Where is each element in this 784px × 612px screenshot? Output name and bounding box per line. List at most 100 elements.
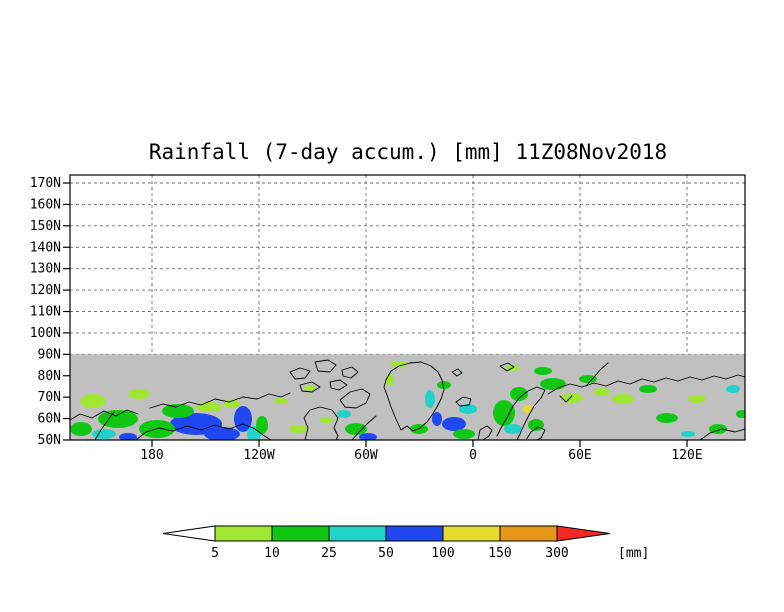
y-axis-label: 70N <box>38 390 61 405</box>
coastline-path <box>339 388 371 409</box>
colorbar-segment <box>328 525 387 542</box>
x-axis-label: 180 <box>140 448 163 463</box>
rain-patch <box>540 378 566 390</box>
coastline-path <box>149 392 291 409</box>
coastline-path <box>547 374 745 395</box>
colorbar-level-label: 50 <box>378 546 394 561</box>
coastline-path <box>135 423 272 441</box>
coastline-path <box>699 428 745 441</box>
rain-patch <box>534 367 552 375</box>
y-axis-label: 150N <box>30 219 61 234</box>
rain-patch <box>304 385 316 391</box>
y-axis-label: 170N <box>30 176 61 191</box>
x-axis-label: 60W <box>354 448 378 463</box>
coastline-path <box>289 367 311 380</box>
rain-patch <box>459 404 477 414</box>
coastline-path <box>303 406 339 441</box>
colorbar-segment <box>442 525 501 542</box>
rain-patch <box>337 410 351 418</box>
rain-patch <box>528 419 544 431</box>
rain-patch <box>80 394 106 408</box>
y-axis-label: 90N <box>38 347 61 362</box>
y-axis-label: 140N <box>30 240 61 255</box>
map-area <box>70 354 745 441</box>
rain-patch <box>98 410 138 428</box>
rain-patch <box>410 424 428 434</box>
rain-patch <box>561 393 583 403</box>
rain-patch <box>681 431 695 437</box>
rain-patch <box>736 410 745 418</box>
coastline-path <box>585 362 609 387</box>
rain-patch <box>319 417 333 423</box>
rain-patch <box>493 400 515 426</box>
x-axis-label: 60E <box>568 448 591 463</box>
coastline-layer <box>70 359 745 441</box>
rain-patch <box>579 375 597 383</box>
colorbar: 5 10 25 50 100 150 300 [mm] <box>162 525 649 561</box>
rain-patch <box>70 422 92 436</box>
colorbar-arrow-right <box>556 525 611 542</box>
colorbar-level-label: 100 <box>431 546 454 561</box>
coastline-path <box>499 362 515 372</box>
colorbar-level-label: 10 <box>264 546 280 561</box>
rain-patch <box>442 417 466 431</box>
rain-patch <box>256 416 268 434</box>
colorbar-level-label: 300 <box>545 546 568 561</box>
coastline-path <box>329 379 348 391</box>
coastline-path <box>455 396 472 407</box>
coastline-path <box>559 395 573 403</box>
coastline-path <box>351 415 377 441</box>
plot-border <box>69 174 746 441</box>
rain-patch <box>453 429 475 439</box>
rain-patch <box>386 374 394 386</box>
y-axis-label: 130N <box>30 262 61 277</box>
rain-patch <box>196 402 222 412</box>
colorbar-segment <box>271 525 330 542</box>
colorbar-segment <box>214 525 273 542</box>
colorbar-arrow-left <box>162 525 216 542</box>
rain-patch <box>510 387 528 401</box>
y-axis-labels: 170N 160N 150N 140N 130N 120N 110N 100N 90N 80N 70… <box>30 176 61 448</box>
rain-patch <box>656 413 678 423</box>
y-axis-label: 60N <box>38 412 61 427</box>
colorbar-level-label: 150 <box>488 546 511 561</box>
coastline-path <box>94 411 115 441</box>
rain-patch <box>289 425 307 433</box>
x-axis-label: 120W <box>243 448 274 463</box>
coastline-path <box>383 361 445 432</box>
plot-frame <box>63 174 746 447</box>
coastline-path <box>314 359 337 373</box>
rain-patch <box>432 412 442 426</box>
rain-patch <box>639 385 657 393</box>
y-axis-label: 110N <box>30 305 61 320</box>
rain-patch <box>523 405 533 413</box>
coastline-path <box>341 366 359 379</box>
rain-patch <box>345 423 367 435</box>
rain-patch <box>437 381 451 389</box>
rain-patch <box>425 390 435 408</box>
rain-patch <box>688 395 706 403</box>
coastline-path <box>451 368 463 377</box>
y-axis-label: 120N <box>30 283 61 298</box>
rain-patch <box>162 404 194 418</box>
rain-patch <box>204 427 240 441</box>
y-axis-label: 50N <box>38 433 61 448</box>
y-axis-label: 160N <box>30 197 61 212</box>
rain-patch <box>390 361 408 367</box>
rain-patch <box>92 429 116 439</box>
rain-patch <box>128 389 150 399</box>
rain-patch <box>726 385 740 393</box>
y-axis-label: 100N <box>30 326 61 341</box>
colorbar-segment <box>499 525 558 542</box>
x-axis-labels: 180 120W 60W 0 60E 120E <box>140 448 702 463</box>
y-axis-label: 80N <box>38 369 61 384</box>
coastline-path <box>496 386 546 441</box>
rain-patch <box>504 424 522 434</box>
chart-title: Rainfall (7-day accum.) [mm] 11Z08Nov201… <box>149 140 667 164</box>
rainfall-shading-layer <box>70 361 745 441</box>
colorbar-level-label: 25 <box>321 546 337 561</box>
coastline-path <box>299 381 321 393</box>
coastline-path <box>525 426 546 441</box>
